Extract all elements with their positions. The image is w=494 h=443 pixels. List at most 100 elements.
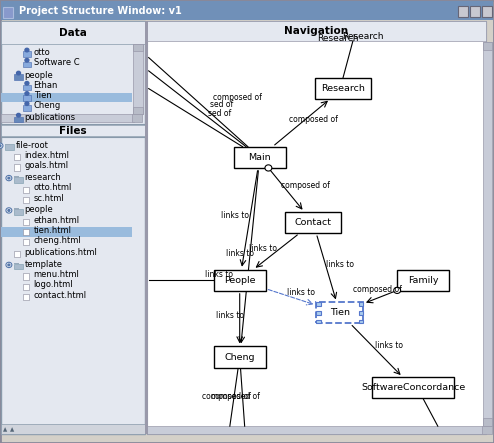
Bar — [14, 251, 20, 257]
Text: index.html: index.html — [25, 151, 70, 160]
Bar — [1, 227, 132, 237]
Text: Cheng: Cheng — [34, 101, 61, 110]
Circle shape — [25, 82, 29, 85]
Circle shape — [394, 287, 401, 293]
Bar — [1, 114, 134, 122]
Bar — [14, 209, 23, 215]
Bar — [372, 377, 454, 398]
Bar — [359, 302, 363, 306]
Bar — [23, 284, 29, 290]
Circle shape — [0, 143, 3, 148]
Text: cheng.html: cheng.html — [34, 236, 82, 245]
Bar — [5, 144, 10, 145]
Text: Main: Main — [248, 153, 271, 162]
Bar — [234, 147, 286, 168]
Bar — [23, 273, 29, 280]
Circle shape — [265, 165, 272, 171]
Circle shape — [0, 145, 1, 147]
Bar — [1, 93, 132, 102]
Bar — [23, 197, 29, 203]
Bar — [14, 208, 19, 210]
Bar — [133, 107, 143, 114]
Bar — [397, 270, 449, 291]
Text: people: people — [25, 206, 53, 214]
Text: composed of: composed of — [289, 115, 338, 124]
Text: links to: links to — [221, 211, 249, 220]
Text: contact.html: contact.html — [34, 291, 87, 299]
Text: Research: Research — [317, 34, 359, 43]
Bar — [145, 21, 148, 434]
Text: Research: Research — [342, 32, 384, 41]
Text: Research: Research — [321, 84, 365, 93]
Text: links to: links to — [226, 249, 254, 258]
Text: Tien: Tien — [34, 91, 51, 100]
Text: links to: links to — [375, 342, 403, 350]
Text: publications.html: publications.html — [25, 248, 98, 257]
Text: composed of: composed of — [353, 285, 402, 295]
Bar — [23, 229, 29, 235]
Bar — [482, 6, 492, 17]
Bar — [14, 176, 19, 178]
Bar — [1, 21, 145, 434]
Bar — [14, 177, 23, 183]
Text: SoftwareConcordance: SoftwareConcordance — [361, 383, 465, 392]
Bar — [23, 85, 31, 90]
Bar — [1, 21, 145, 44]
Text: links to: links to — [216, 311, 244, 319]
Circle shape — [6, 262, 12, 268]
Text: Navigation: Navigation — [285, 26, 348, 36]
Text: otto: otto — [34, 48, 50, 57]
Bar — [214, 270, 266, 291]
Circle shape — [8, 177, 10, 179]
Bar — [14, 164, 20, 171]
Text: Ethan: Ethan — [34, 81, 58, 90]
Text: Project Structure Window: v1: Project Structure Window: v1 — [19, 6, 181, 16]
Bar — [147, 21, 486, 41]
Text: composed of: composed of — [202, 392, 251, 401]
Text: Family: Family — [408, 276, 438, 285]
Text: Cheng: Cheng — [224, 353, 255, 361]
Bar — [14, 264, 23, 269]
Circle shape — [17, 71, 20, 75]
Text: ▲: ▲ — [10, 427, 14, 432]
Bar — [316, 319, 321, 323]
Text: Tien: Tien — [330, 308, 350, 317]
Text: goals.html: goals.html — [25, 161, 69, 170]
Text: tien.html: tien.html — [34, 226, 72, 235]
Text: Files: Files — [59, 126, 86, 136]
Text: menu.html: menu.html — [34, 270, 80, 279]
Bar — [1, 424, 145, 434]
Text: sc.html: sc.html — [34, 194, 64, 202]
Bar — [23, 239, 29, 245]
Bar — [5, 144, 14, 150]
Bar — [359, 311, 363, 315]
Text: Contact: Contact — [294, 218, 331, 227]
Text: people: people — [25, 71, 53, 80]
Text: composed of: composed of — [213, 93, 262, 102]
Circle shape — [25, 92, 29, 95]
Bar — [1, 1, 493, 20]
Bar — [23, 105, 31, 111]
Circle shape — [17, 113, 20, 117]
Text: People: People — [224, 276, 255, 285]
Bar — [133, 44, 143, 51]
Text: publications: publications — [25, 113, 76, 122]
Text: sed of: sed of — [208, 109, 231, 118]
Bar — [316, 302, 363, 323]
Text: links to: links to — [326, 260, 354, 269]
Text: research: research — [25, 173, 61, 182]
Bar — [483, 42, 492, 50]
Text: composed of: composed of — [211, 392, 259, 401]
Bar — [458, 6, 468, 17]
Text: links to: links to — [205, 270, 233, 280]
Bar — [482, 426, 492, 434]
Text: sed of: sed of — [210, 100, 233, 109]
Bar — [23, 294, 29, 300]
Bar — [23, 187, 29, 193]
Bar — [1, 125, 145, 136]
Bar — [14, 154, 20, 160]
Bar — [23, 95, 31, 101]
Text: links to: links to — [287, 288, 315, 297]
Bar — [470, 6, 480, 17]
Bar — [483, 418, 492, 426]
